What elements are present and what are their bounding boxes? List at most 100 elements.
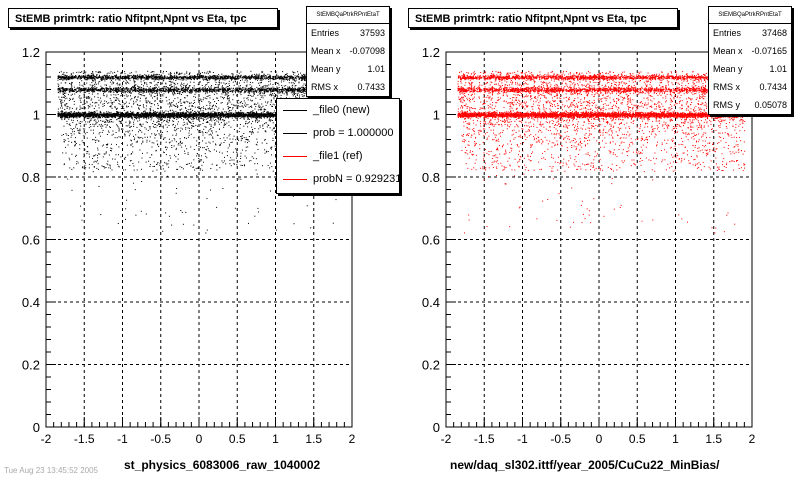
scatter-point <box>107 114 109 116</box>
scatter-point <box>64 90 65 91</box>
scatter-point <box>168 92 169 94</box>
scatter-point <box>192 115 194 117</box>
scatter-point <box>305 90 307 92</box>
scatter-point <box>236 87 238 89</box>
scatter-point <box>154 113 155 115</box>
scatter-point <box>240 115 242 117</box>
scatter-point <box>237 77 238 79</box>
scatter-point <box>85 114 87 116</box>
scatter-point <box>85 90 87 92</box>
scatter-point <box>143 88 145 90</box>
scatter-point <box>185 91 187 93</box>
scatter-point <box>146 114 148 116</box>
scatter-point <box>88 74 90 76</box>
scatter-point <box>105 89 107 91</box>
scatter-point <box>268 114 270 116</box>
scatter-point <box>154 87 156 89</box>
scatter-point <box>205 113 207 115</box>
scatter-point <box>217 114 219 116</box>
scatter-point <box>185 113 187 115</box>
scatter-point <box>85 112 87 114</box>
scatter-point <box>178 114 180 116</box>
scatter-point <box>142 112 144 114</box>
scatter-point <box>255 115 256 117</box>
scatter-point <box>165 90 167 92</box>
scatter-point <box>259 114 261 116</box>
scatter-point <box>243 88 245 90</box>
scatter-point <box>70 114 72 115</box>
scatter-point <box>144 89 146 91</box>
scatter-point <box>198 89 200 91</box>
scatter-point <box>244 114 246 116</box>
scatter-point <box>72 90 74 91</box>
scatter-point <box>252 115 253 117</box>
scatter-point <box>196 116 198 118</box>
scatter-point <box>244 116 246 118</box>
scatter-point <box>91 112 93 113</box>
scatter-point <box>164 89 166 91</box>
scatter-point <box>228 92 229 94</box>
scatter-point <box>133 115 135 117</box>
scatter-point <box>120 116 122 118</box>
scatter-point <box>183 111 184 113</box>
scatter-point <box>163 90 165 92</box>
scatter-point <box>110 88 112 90</box>
scatter-point <box>89 111 91 113</box>
scatter-point <box>156 88 158 90</box>
scatter-point <box>221 116 223 118</box>
scatter-point <box>81 89 83 91</box>
scatter-point <box>191 90 193 92</box>
scatter-point <box>116 88 118 90</box>
scatter-point <box>153 77 155 79</box>
scatter-point <box>57 115 59 117</box>
scatter-point <box>87 90 88 91</box>
scatter-point <box>181 88 183 90</box>
scatter-point <box>237 89 239 91</box>
scatter-point <box>84 89 86 91</box>
scatter-point <box>223 89 224 91</box>
scatter-point <box>193 112 195 114</box>
scatter-point <box>186 111 188 113</box>
scatter-point <box>84 116 86 118</box>
scatter-point <box>191 116 193 118</box>
scatter-point <box>78 114 79 116</box>
left-plot-panel: -2 -1.5 -1 -0.5 0 0.5 1 1.5 2 0 0.2 0.4 0.6 0.8 1 1.2 S… <box>8 6 400 472</box>
scatter-point <box>181 79 183 81</box>
scatter-point <box>115 117 116 118</box>
scatter-point <box>106 76 108 78</box>
scatter-point <box>285 88 286 90</box>
scatter-point <box>92 89 94 91</box>
scatter-point <box>222 89 224 91</box>
scatter-point <box>120 91 122 92</box>
scatter-point <box>63 91 65 93</box>
scatter-point <box>117 91 119 92</box>
scatter-point <box>239 92 241 94</box>
scatter-point <box>121 113 123 115</box>
scatter-point <box>266 113 268 115</box>
scatter-point <box>203 115 205 117</box>
scatter-point <box>202 91 204 93</box>
scatter-point <box>139 86 141 88</box>
scatter-point <box>111 77 113 79</box>
scatter-point <box>237 91 239 93</box>
scatter-point <box>145 88 147 90</box>
scatter-point <box>160 114 162 116</box>
scatter-point <box>271 88 273 90</box>
scatter-point <box>145 115 147 116</box>
scatter-point <box>78 87 80 89</box>
scatter-point <box>267 115 269 117</box>
scatter-point <box>83 91 85 93</box>
scatter-point <box>66 113 68 115</box>
scatter-point <box>151 89 153 91</box>
scatter-point <box>208 88 210 90</box>
scatter-point <box>266 112 268 114</box>
scatter-point <box>246 89 248 91</box>
scatter-point <box>281 88 283 90</box>
scatter-point <box>253 91 255 92</box>
scatter-point <box>286 88 288 90</box>
scatter-point <box>81 88 83 90</box>
scatter-point <box>261 89 263 91</box>
scatter-point <box>124 116 126 118</box>
scatter-point <box>91 90 93 92</box>
scatter-point <box>232 116 233 117</box>
